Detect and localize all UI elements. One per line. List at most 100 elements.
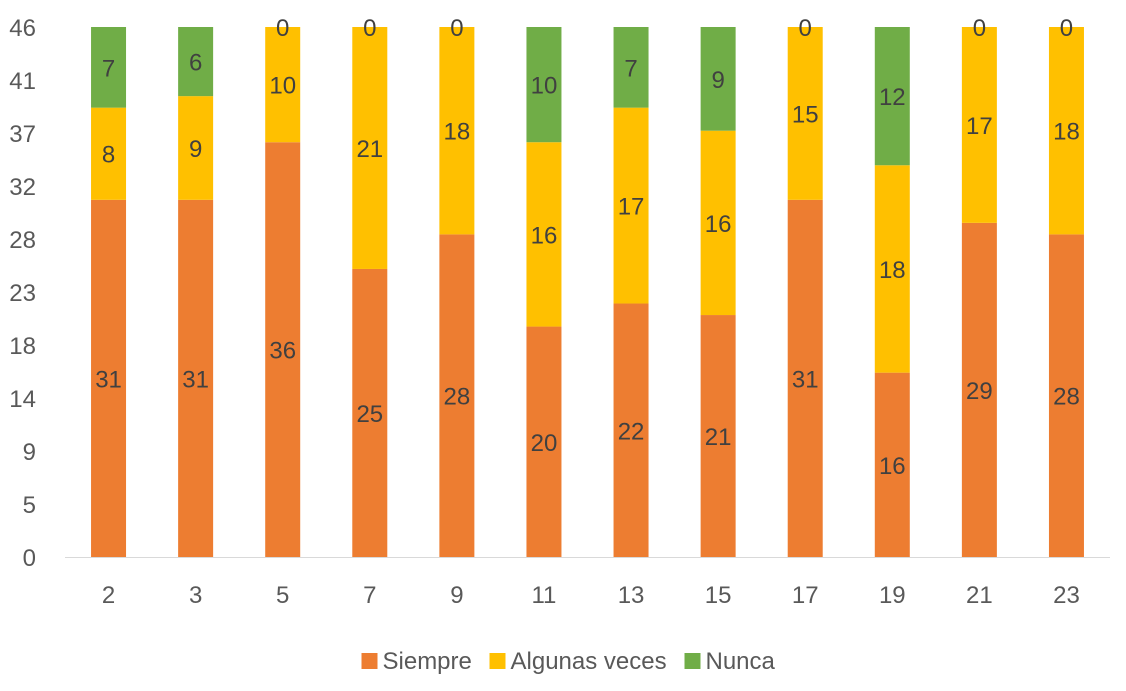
legend-label: Siempre <box>383 648 472 675</box>
bar-segment-siempre <box>178 199 214 557</box>
bar-segment-siempre <box>1048 234 1084 558</box>
bar-segment-nunca <box>874 27 910 166</box>
legend-swatch-algunas-veces <box>489 653 506 669</box>
bar-segment-algunas-veces <box>352 27 388 269</box>
data-label: 7 <box>102 55 115 82</box>
data-label: 17 <box>618 194 645 221</box>
data-label: 0 <box>363 15 376 42</box>
bar-segment-algunas-veces <box>439 27 475 235</box>
x-tick-label: 3 <box>189 582 202 609</box>
y-tick-label: 5 <box>23 492 36 519</box>
data-label: 36 <box>269 338 296 365</box>
data-label: 25 <box>356 401 383 428</box>
legend-swatch-nunca <box>684 653 701 669</box>
y-axis-ticks: 0 5 9 14 18 23 28 32 37 41 46 <box>9 15 36 572</box>
y-tick-label: 37 <box>9 121 36 148</box>
data-label: 20 <box>531 430 558 457</box>
bar-segment-siempre <box>91 199 127 557</box>
data-label: 10 <box>269 73 296 100</box>
x-tick-label: 11 <box>531 582 556 609</box>
legend-label: Nunca <box>706 648 776 675</box>
y-tick-label: 0 <box>23 545 36 572</box>
legend-label: Algunas veces <box>511 648 667 675</box>
x-axis-ticks: 2 3 5 7 9 11 13 15 17 19 21 23 <box>102 582 1080 609</box>
bar-segment-nunca <box>613 27 649 108</box>
bar-segment-siempre <box>700 315 736 557</box>
y-tick-label: 32 <box>9 174 36 201</box>
x-tick-label: 9 <box>450 582 463 609</box>
x-tick-label: 23 <box>1053 582 1080 609</box>
bar-segment-siempre <box>526 326 562 557</box>
data-label: 9 <box>189 136 202 163</box>
data-label: 0 <box>276 15 289 42</box>
x-tick-label: 21 <box>966 582 993 609</box>
data-label: 18 <box>879 257 906 284</box>
data-label: 31 <box>792 366 819 393</box>
bar-segment-nunca <box>178 27 214 97</box>
data-label: 16 <box>705 211 732 238</box>
data-label: 8 <box>102 142 115 169</box>
y-tick-label: 28 <box>9 227 36 254</box>
data-label: 6 <box>189 50 202 77</box>
data-label: 17 <box>966 113 993 140</box>
bar-segment-siempre <box>613 303 649 557</box>
x-tick-label: 7 <box>363 582 376 609</box>
bar-segment-siempre <box>787 199 823 557</box>
x-tick-label: 15 <box>705 582 732 609</box>
bar-segment-siempre <box>265 142 301 557</box>
y-tick-label: 41 <box>9 68 36 95</box>
bar-segment-algunas-veces <box>526 142 562 327</box>
bar-segment-algunas-veces <box>1048 27 1084 235</box>
data-label: 15 <box>792 101 819 128</box>
data-label: 21 <box>356 136 383 163</box>
data-label: 18 <box>444 119 471 146</box>
bar-segment-algunas-veces <box>265 27 301 143</box>
data-label: 22 <box>618 418 645 445</box>
data-label: 0 <box>450 15 463 42</box>
data-label: 0 <box>799 15 812 42</box>
bar-segment-nunca <box>700 27 736 131</box>
bar-segment-algunas-veces <box>700 130 736 316</box>
data-label: 16 <box>879 453 906 480</box>
data-label: 28 <box>444 384 471 411</box>
data-label: 0 <box>973 15 986 42</box>
data-label: 10 <box>531 73 558 100</box>
x-tick-label: 13 <box>618 582 645 609</box>
bar-segment-siempre <box>352 268 388 557</box>
y-tick-label: 14 <box>9 386 36 413</box>
bar-segment-siempre <box>439 234 475 558</box>
bar-segment-siempre <box>961 222 997 557</box>
y-tick-label: 9 <box>23 439 36 466</box>
x-tick-label: 19 <box>879 582 906 609</box>
x-tick-label: 5 <box>276 582 289 609</box>
data-label: 7 <box>624 55 637 82</box>
bar-segment-algunas-veces <box>787 27 823 200</box>
data-label: 18 <box>1053 119 1080 146</box>
bar-segment-nunca <box>91 27 127 108</box>
data-label: 12 <box>879 84 906 111</box>
data-label: 21 <box>705 424 732 451</box>
bars-group: 31 8 7 31 9 6 36 10 0 25 21 0 28 18 0 20 16 10 22 17 7 21 16 9 3… <box>91 15 1084 558</box>
data-label: 0 <box>1060 15 1073 42</box>
y-tick-label: 18 <box>9 333 36 360</box>
bar-segment-algunas-veces <box>874 165 910 373</box>
data-label: 28 <box>1053 384 1080 411</box>
bar-segment-siempre <box>874 372 910 557</box>
bar-segment-algunas-veces <box>91 107 127 200</box>
data-label: 31 <box>182 366 209 393</box>
bar-segment-algunas-veces <box>613 107 649 304</box>
data-label: 31 <box>95 366 122 393</box>
legend-swatch-siempre <box>361 653 378 669</box>
x-tick-label: 2 <box>102 582 115 609</box>
bar-segment-nunca <box>526 27 562 143</box>
data-label: 16 <box>531 222 558 249</box>
y-tick-label: 23 <box>9 280 36 307</box>
data-label: 9 <box>711 67 724 94</box>
bar-segment-algunas-veces <box>961 27 997 223</box>
data-label: 29 <box>966 378 993 405</box>
y-tick-label: 46 <box>9 15 36 42</box>
bar-segment-algunas-veces <box>178 96 214 200</box>
x-tick-label: 17 <box>792 582 819 609</box>
